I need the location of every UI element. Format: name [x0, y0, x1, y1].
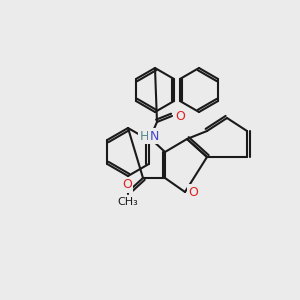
Text: CH₃: CH₃: [118, 197, 138, 207]
Text: N: N: [149, 130, 159, 142]
Text: O: O: [188, 185, 198, 199]
Text: O: O: [122, 178, 132, 191]
Text: H: H: [139, 130, 149, 142]
Text: O: O: [175, 110, 185, 122]
